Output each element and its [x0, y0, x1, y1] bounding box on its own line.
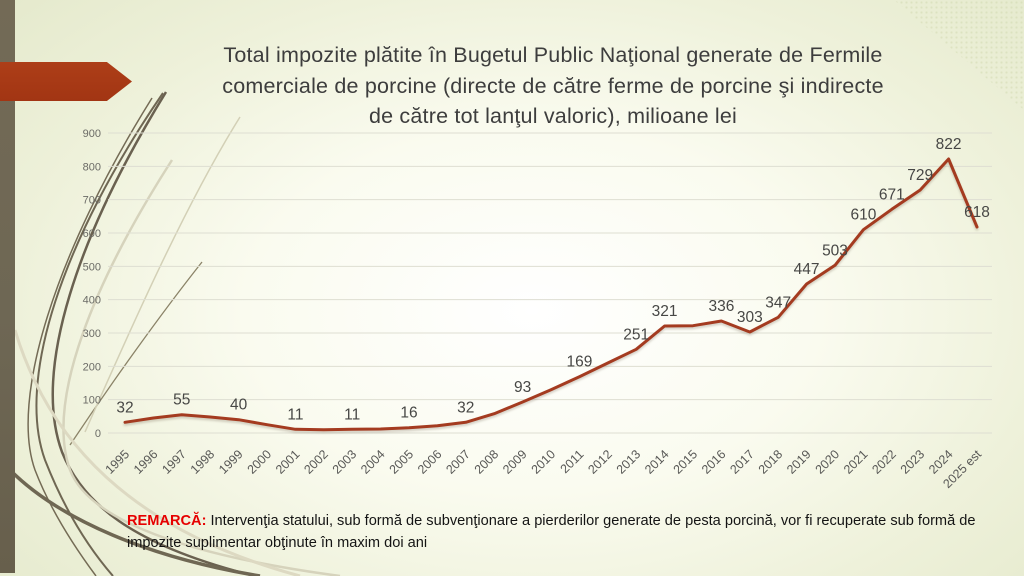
data-point-label: 447 — [794, 261, 820, 278]
data-point-label: 729 — [907, 167, 933, 184]
y-axis-tick-label: 300 — [83, 328, 101, 340]
slide-title-line-2: comerciale de porcine (directe de către … — [222, 73, 884, 98]
x-axis-tick-label: 2002 — [301, 447, 331, 477]
tax-series-line — [123, 157, 979, 432]
data-point-label: 32 — [457, 399, 474, 416]
data-point-label: 618 — [964, 204, 990, 221]
y-axis-tick-label: 0 — [95, 428, 101, 440]
data-point-label: 11 — [344, 406, 360, 423]
tax-line-chart: 0 100 200 300 400 500 600 700 800 900 1995 1996 1997… — [75, 125, 1020, 500]
x-axis-tick-label: 1999 — [216, 447, 246, 477]
x-axis-tick-label: 2016 — [699, 447, 729, 477]
x-axis-tick-label: 2000 — [245, 447, 275, 477]
remark-text: Intervenţia statului, sub formă de subve… — [127, 513, 976, 551]
y-axis-tick-label: 600 — [83, 228, 101, 240]
data-point-label: 251 — [623, 326, 649, 343]
x-axis-tick-label: 2015 — [671, 447, 701, 477]
y-axis-tick-label: 100 — [83, 395, 101, 407]
data-point-label: 40 — [230, 397, 248, 414]
x-axis-tick-label: 2021 — [841, 447, 871, 477]
x-axis-tick-label: 2008 — [472, 447, 502, 477]
x-axis-tick-label: 2023 — [898, 447, 928, 477]
x-axis-tick-label: 2006 — [415, 447, 445, 477]
x-axis-tick-label: 2011 — [558, 447, 587, 476]
x-axis-tick-label: 2004 — [358, 447, 388, 477]
data-point-label: 321 — [652, 303, 678, 320]
x-axis-tick-label: 2005 — [387, 447, 417, 477]
data-point-label: 55 — [173, 392, 190, 409]
x-axis-tick-label: 2010 — [529, 447, 559, 477]
x-axis-tick-label: 2007 — [443, 447, 473, 477]
x-axis-tick-label: 2020 — [813, 447, 843, 477]
slide-title: Total impozite plătite în Bugetul Public… — [158, 40, 948, 132]
x-axis-tick-label: 2013 — [614, 447, 644, 477]
data-point-label: 303 — [737, 309, 763, 326]
remark-label: REMARCĂ: — [127, 513, 207, 529]
x-axis-tick-label: 1996 — [131, 447, 161, 477]
data-point-label: 32 — [116, 399, 133, 416]
y-axis-tick-label: 200 — [83, 361, 101, 373]
data-point-label: 671 — [879, 186, 905, 203]
data-point-label: 336 — [708, 298, 734, 315]
y-axis-tick-label: 800 — [83, 161, 101, 173]
x-axis-tick-label: 1997 — [159, 447, 189, 477]
y-axis-tick-label: 500 — [83, 261, 101, 273]
slide-title-line-1: Total impozite plătite în Bugetul Public… — [223, 43, 883, 67]
y-axis-tick-label: 700 — [83, 195, 101, 207]
remark-note: REMARCĂ: Intervenţia statului, sub formă… — [127, 511, 999, 555]
x-axis-tick-label: 2001 — [273, 447, 303, 477]
data-point-label: 822 — [936, 136, 962, 153]
data-point-label: 347 — [765, 294, 791, 311]
data-point-label: 169 — [566, 354, 592, 371]
data-point-label: 503 — [822, 242, 848, 259]
x-axis-tick-label: 2019 — [784, 447, 814, 477]
x-axis-tick-label: 2014 — [642, 447, 672, 477]
data-point-label: 16 — [400, 405, 417, 422]
x-axis-tick-label: 2009 — [500, 447, 530, 477]
chart-canvas: 0 100 200 300 400 500 600 700 800 900 199519961997… — [83, 128, 992, 491]
x-axis-tick-label: 1995 — [103, 447, 133, 477]
x-axis-tick-label: 2003 — [330, 447, 360, 477]
x-axis-tick-label: 2022 — [869, 447, 899, 477]
data-point-label: 610 — [850, 207, 876, 224]
y-axis-tick-label: 400 — [83, 295, 101, 307]
x-axis-tick-label: 2017 — [727, 447, 757, 477]
x-axis-tick-label: 1998 — [188, 447, 218, 477]
x-axis-tick-label: 2018 — [756, 447, 786, 477]
red-arrow-banner-icon — [0, 62, 132, 101]
left-accent-bar — [0, 0, 15, 573]
y-axis-tick-label: 900 — [83, 128, 101, 140]
slide-title-line-3: de către tot lanţul valoric), milioane l… — [368, 104, 738, 129]
data-point-label: 93 — [514, 379, 531, 396]
x-axis-tick-label: 2012 — [585, 447, 615, 477]
data-point-label: 11 — [287, 406, 303, 423]
